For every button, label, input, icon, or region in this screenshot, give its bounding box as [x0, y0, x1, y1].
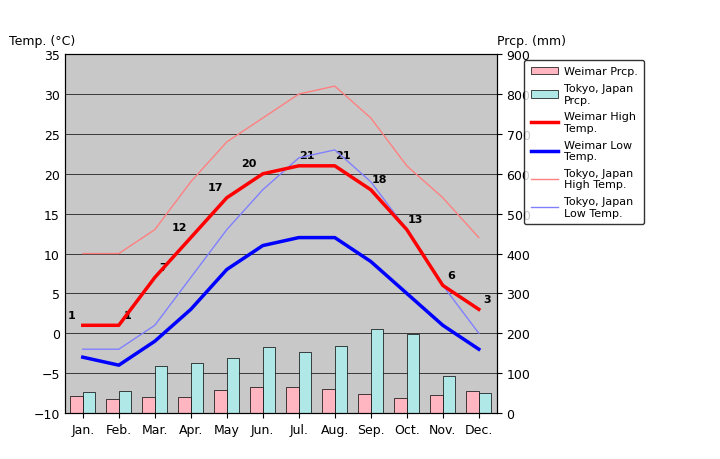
Text: 3: 3 — [483, 294, 491, 304]
Bar — [179, 397, 191, 413]
Text: 17: 17 — [208, 183, 223, 193]
Text: 21: 21 — [300, 151, 315, 161]
Bar — [430, 395, 443, 413]
Bar — [335, 346, 347, 413]
Bar — [466, 391, 479, 413]
Text: 6: 6 — [447, 270, 455, 280]
Bar — [107, 399, 119, 413]
Text: 20: 20 — [241, 159, 256, 169]
Legend: Weimar Prcp., Tokyo, Japan
Prcp., Weimar High
Temp., Weimar Low
Temp., Tokyo, Ja: Weimar Prcp., Tokyo, Japan Prcp., Weimar… — [524, 61, 644, 225]
Bar — [299, 352, 311, 413]
Bar — [227, 358, 239, 413]
Bar — [287, 387, 299, 413]
Text: 12: 12 — [172, 223, 187, 233]
Text: Temp. (°C): Temp. (°C) — [9, 35, 75, 48]
Bar — [407, 334, 419, 413]
Bar — [443, 376, 455, 413]
Text: 1: 1 — [68, 310, 76, 320]
Bar — [479, 393, 491, 413]
Bar — [142, 397, 155, 413]
Bar — [83, 392, 95, 413]
Text: 7: 7 — [159, 263, 167, 272]
Bar — [71, 396, 83, 413]
Text: Prcp. (mm): Prcp. (mm) — [497, 35, 566, 48]
Bar — [191, 364, 203, 413]
Bar — [323, 389, 335, 413]
Text: 1: 1 — [123, 310, 131, 320]
Bar — [155, 367, 167, 413]
Bar — [215, 391, 227, 413]
Bar — [119, 391, 131, 413]
Bar — [371, 330, 383, 413]
Bar — [263, 347, 275, 413]
Text: 13: 13 — [408, 215, 423, 224]
Text: 18: 18 — [372, 175, 387, 185]
Text: 21: 21 — [336, 151, 351, 161]
Bar — [251, 387, 263, 413]
Bar — [359, 394, 371, 413]
Bar — [394, 398, 407, 413]
